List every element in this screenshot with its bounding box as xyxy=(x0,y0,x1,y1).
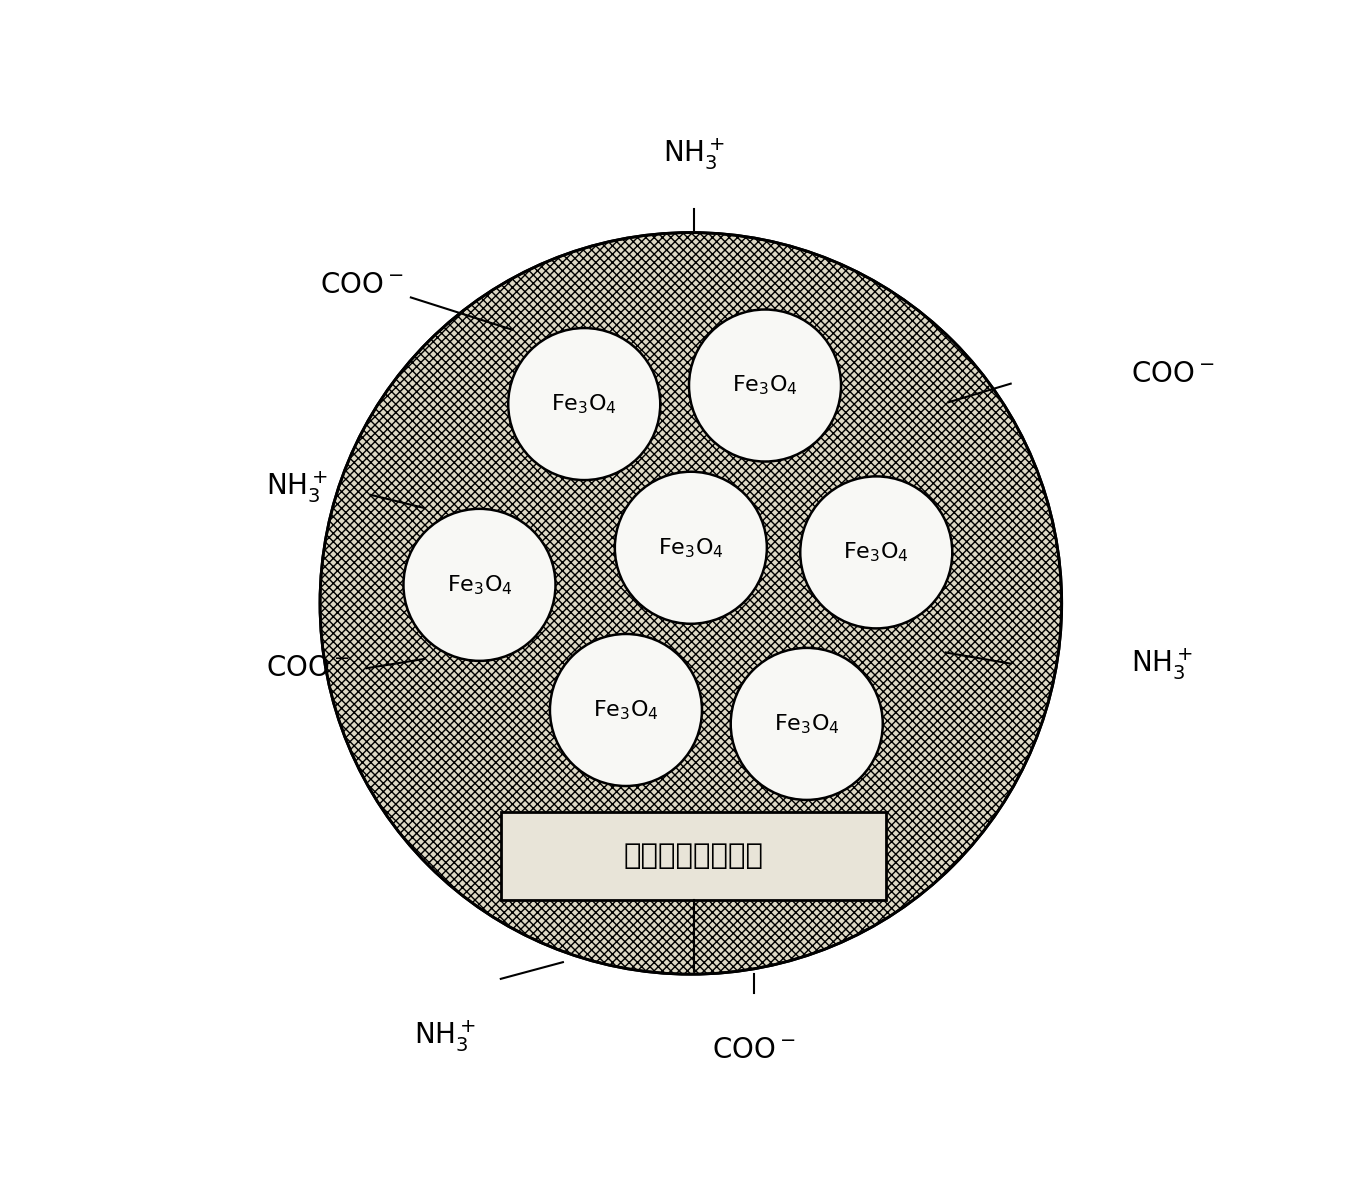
Circle shape xyxy=(319,232,1062,974)
Text: 二氧化硅网状分子: 二氧化硅网状分子 xyxy=(623,842,763,870)
Text: $\mathrm{Fe_3O_4}$: $\mathrm{Fe_3O_4}$ xyxy=(551,393,617,415)
Text: $\mathrm{COO^-}$: $\mathrm{COO^-}$ xyxy=(712,1037,795,1064)
Bar xyxy=(501,811,886,901)
Circle shape xyxy=(615,472,767,624)
Text: $\mathrm{COO^-}$: $\mathrm{COO^-}$ xyxy=(319,271,403,300)
Circle shape xyxy=(403,509,555,661)
Circle shape xyxy=(689,309,841,461)
Text: $\mathrm{Fe_3O_4}$: $\mathrm{Fe_3O_4}$ xyxy=(774,712,840,736)
Text: $\mathrm{NH_3^+}$: $\mathrm{NH_3^+}$ xyxy=(267,470,329,506)
Text: $\mathrm{Fe_3O_4}$: $\mathrm{Fe_3O_4}$ xyxy=(844,541,909,565)
Text: $\mathrm{Fe_3O_4}$: $\mathrm{Fe_3O_4}$ xyxy=(446,573,512,597)
Circle shape xyxy=(550,635,702,786)
Circle shape xyxy=(508,327,661,480)
Text: $\mathrm{Fe_3O_4}$: $\mathrm{Fe_3O_4}$ xyxy=(658,536,724,560)
Circle shape xyxy=(731,648,883,799)
Circle shape xyxy=(801,477,952,628)
Text: $\mathrm{NH_3^+}$: $\mathrm{NH_3^+}$ xyxy=(414,1017,476,1054)
Text: $\mathrm{NH_3^+}$: $\mathrm{NH_3^+}$ xyxy=(1131,645,1193,681)
Text: $\mathrm{COO^-}$: $\mathrm{COO^-}$ xyxy=(1131,360,1215,389)
Text: $\mathrm{NH_3^+}$: $\mathrm{NH_3^+}$ xyxy=(663,136,725,172)
Text: $\mathrm{Fe_3O_4}$: $\mathrm{Fe_3O_4}$ xyxy=(593,698,659,722)
Text: $\mathrm{Fe_3O_4}$: $\mathrm{Fe_3O_4}$ xyxy=(732,373,798,397)
Text: $\mathrm{COO^-}$: $\mathrm{COO^-}$ xyxy=(267,654,349,683)
